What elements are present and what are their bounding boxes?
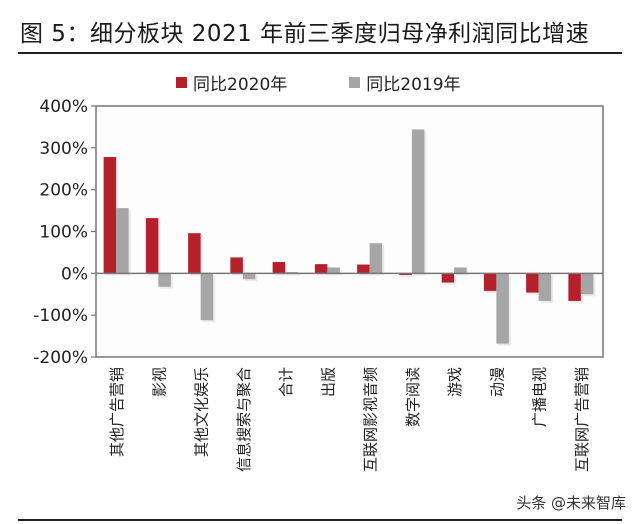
- bar-2019: [200, 273, 214, 321]
- bar-2020: [188, 233, 201, 274]
- x-category-label: 合计: [277, 367, 295, 397]
- x-category-label: 数字阅读: [404, 367, 422, 427]
- bar-2020: [483, 273, 497, 291]
- y-tick-label: -200%: [33, 348, 88, 368]
- bar-2019: [580, 273, 594, 295]
- bar-2020: [399, 273, 412, 276]
- bar-2020: [272, 262, 286, 274]
- legend-label-2020: 同比2020年: [193, 75, 288, 95]
- bar-2019: [327, 267, 340, 274]
- y-tick-label: 100%: [39, 223, 88, 243]
- bar-2019: [411, 129, 425, 274]
- legend-item-2019: 同比2019年: [349, 70, 461, 95]
- bar-2019: [454, 267, 467, 274]
- x-category-label: 影视: [150, 367, 168, 397]
- bar-shadow: [401, 275, 414, 278]
- x-category-label: 其他广告营销: [108, 367, 126, 457]
- x-category-label: 动漫: [488, 367, 506, 397]
- x-category-label: 其他文化娱乐: [193, 367, 211, 457]
- legend-swatch-2019: [349, 77, 361, 88]
- bar-2019: [158, 273, 171, 287]
- bar-2020: [526, 273, 539, 293]
- chart-legend: 同比2020年 同比2019年: [176, 70, 461, 95]
- x-category-label: 互联网广告营销: [573, 367, 591, 472]
- bar-2019: [538, 273, 552, 301]
- legend-item-2020: 同比2020年: [176, 70, 287, 95]
- x-category-label: 互联网影视音频: [362, 367, 380, 472]
- y-tick-label: 0%: [61, 264, 88, 284]
- bar-2019: [116, 208, 129, 274]
- bar-shadow: [287, 274, 300, 276]
- bar-2019: [242, 273, 256, 280]
- bar-2020: [357, 264, 370, 274]
- bar-2020: [568, 273, 581, 301]
- bar-2020: [230, 257, 243, 274]
- bar-2019: [369, 243, 383, 274]
- bar-2020: [145, 218, 159, 274]
- title-divider: [18, 52, 622, 54]
- y-tick-label: 400%: [39, 97, 88, 117]
- legend-label-2019: 同比2019年: [366, 75, 461, 95]
- x-category-label: 出版: [319, 367, 337, 397]
- y-tick-label: -100%: [33, 306, 88, 326]
- bar-2020: [441, 273, 455, 283]
- bar-2019: [496, 273, 509, 344]
- watermark: 头条 @未来智库: [516, 494, 626, 512]
- plot-area: [95, 105, 604, 358]
- bar-2020: [314, 264, 328, 274]
- x-category-label: 信息搜索与聚合: [235, 367, 253, 472]
- chart-title: 图 5：细分板块 2021 年前三季度归母净利润同比增速: [20, 21, 590, 47]
- bar-2020: [103, 157, 117, 274]
- x-category-label: 广播电视: [531, 367, 549, 427]
- legend-swatch-2020: [176, 77, 187, 88]
- y-tick-label: 300%: [39, 139, 88, 159]
- bottom-divider: [18, 519, 622, 521]
- x-category-label: 游戏: [446, 367, 464, 397]
- y-tick-label: 200%: [39, 181, 88, 201]
